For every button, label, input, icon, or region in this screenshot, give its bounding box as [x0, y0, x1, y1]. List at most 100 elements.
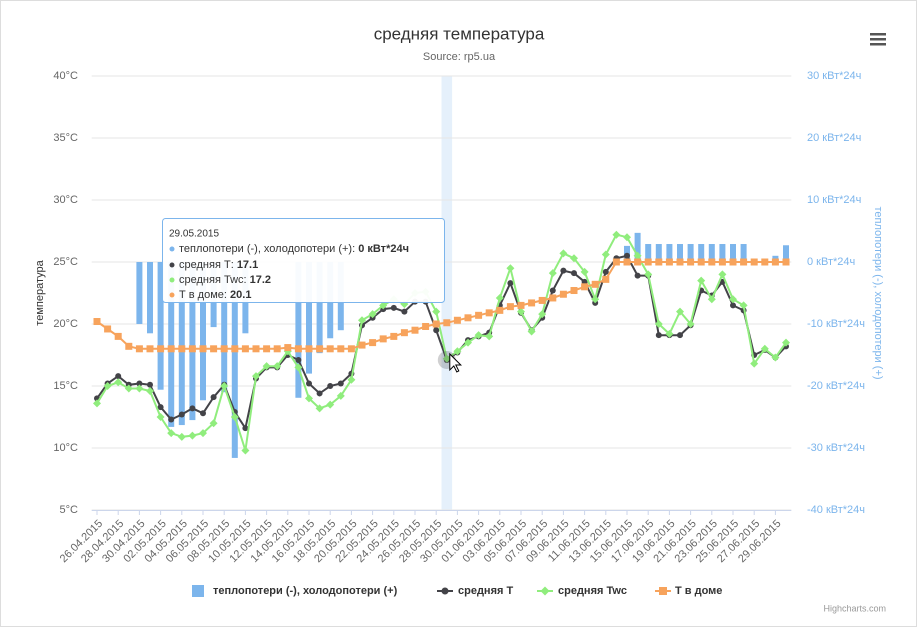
- point-marker: [771, 353, 780, 362]
- point-marker: [347, 345, 355, 353]
- point-marker: [665, 258, 673, 266]
- point-marker: [528, 299, 536, 307]
- tooltip-bullet: [169, 246, 175, 252]
- point-marker: [654, 320, 663, 328]
- y-axis-title: температура: [34, 259, 46, 325]
- point-marker: [347, 375, 356, 384]
- point-marker: [115, 373, 122, 380]
- point-marker: [400, 329, 408, 337]
- point-marker: [146, 345, 154, 353]
- point-marker: [125, 342, 133, 350]
- point-marker: [305, 394, 313, 403]
- y2-tick-label: 30 кВт*24ч: [807, 70, 861, 82]
- point-marker: [326, 345, 334, 353]
- point-marker: [591, 295, 600, 304]
- point-marker: [750, 359, 759, 368]
- point-marker: [570, 287, 578, 295]
- y-tick-label: 40°C: [53, 70, 78, 82]
- bar: [730, 244, 736, 262]
- point-marker: [252, 372, 260, 381]
- point-marker: [337, 380, 344, 387]
- point-marker: [241, 446, 250, 455]
- point-marker: [210, 345, 218, 353]
- point-marker: [708, 258, 716, 266]
- point-marker: [677, 332, 683, 339]
- point-marker: [644, 270, 653, 279]
- point-marker: [390, 332, 398, 340]
- point-marker: [220, 345, 228, 353]
- legend-item[interactable]: теплопотери (-), холодопотери (+): [192, 585, 398, 597]
- point-marker: [157, 404, 164, 411]
- legend-marker: [540, 586, 550, 596]
- point-marker: [729, 258, 737, 266]
- point-marker: [665, 329, 674, 338]
- menu-button[interactable]: [870, 33, 886, 46]
- bar: [740, 244, 747, 262]
- point-marker: [167, 429, 176, 438]
- point-marker: [718, 270, 727, 279]
- point-marker: [200, 410, 206, 417]
- point-marker: [326, 400, 335, 409]
- point-marker: [697, 276, 706, 285]
- bar: [698, 244, 705, 262]
- point-marker: [168, 416, 175, 423]
- point-marker: [729, 295, 737, 304]
- point-marker: [189, 405, 196, 412]
- point-marker: [93, 399, 101, 408]
- point-marker: [496, 306, 504, 314]
- tooltip-row: теплопотери (-), холодопотери (+): 0 кВт…: [179, 243, 409, 255]
- tooltip-bullet: [169, 277, 175, 283]
- bar: [136, 262, 143, 324]
- tooltip: 29.05.2015 теплопотери (-), холодопотери …: [162, 218, 445, 303]
- point-marker: [263, 345, 271, 353]
- point-marker: [612, 258, 620, 266]
- point-marker: [443, 319, 451, 327]
- point-marker: [750, 258, 758, 266]
- point-marker: [581, 283, 589, 291]
- point-marker: [591, 280, 599, 288]
- legend-item[interactable]: средняя Twc: [537, 585, 627, 597]
- y-tick-label: 10°C: [53, 442, 78, 454]
- point-marker: [156, 413, 165, 421]
- bar: [221, 262, 228, 393]
- separator: :: [352, 243, 358, 255]
- point-marker: [199, 429, 207, 438]
- point-marker: [506, 303, 514, 311]
- chart-subtitle: Source: rp5.ua: [423, 51, 496, 63]
- point-marker: [252, 345, 260, 353]
- legend-item[interactable]: Т в доме: [655, 585, 722, 597]
- point-marker: [379, 335, 387, 343]
- point-marker: [188, 345, 196, 353]
- bar: [677, 244, 683, 262]
- legend-label: средняя Т: [458, 585, 513, 597]
- y-tick-label: 20°C: [53, 318, 78, 330]
- point-marker: [633, 251, 642, 260]
- point-marker: [411, 326, 419, 334]
- hover-band: [441, 76, 453, 510]
- point-marker: [686, 320, 695, 328]
- bar: [655, 244, 662, 262]
- point-marker: [740, 258, 748, 266]
- point-marker: [560, 267, 567, 274]
- point-marker: [390, 304, 397, 311]
- point-marker: [571, 270, 577, 277]
- bar: [189, 262, 196, 421]
- bar: [666, 244, 673, 262]
- point-marker: [570, 254, 578, 263]
- bar: [200, 262, 206, 401]
- bar: [783, 245, 789, 262]
- tooltip-row: средняя Т: 17.1: [179, 259, 258, 271]
- credits[interactable]: Highcharts.com: [823, 603, 886, 613]
- tooltip-bullet: [169, 292, 175, 298]
- point-marker: [624, 252, 630, 259]
- point-marker: [538, 310, 547, 319]
- y2-tick-label: 0 кВт*24ч: [807, 256, 855, 268]
- point-marker: [655, 258, 663, 266]
- legend-item[interactable]: средняя Т: [437, 585, 513, 597]
- legend-label: Т в доме: [675, 585, 722, 597]
- point-marker: [401, 308, 408, 315]
- point-marker: [379, 301, 388, 310]
- menu-bar: [870, 33, 886, 36]
